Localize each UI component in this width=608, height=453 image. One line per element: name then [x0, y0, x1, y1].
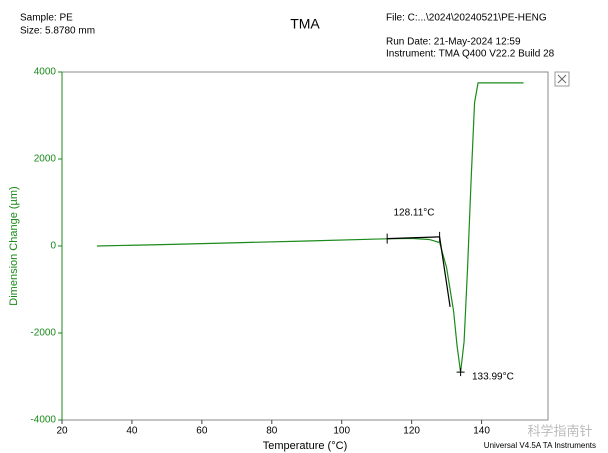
x-tick-label: 20 — [56, 426, 68, 437]
x-tick-label: 120 — [403, 426, 420, 437]
y-tick-label: 2000 — [34, 154, 57, 165]
y-axis-label: Dimension Change (µm) — [8, 186, 20, 305]
zoom-icon-glyph — [557, 74, 567, 84]
software: Universal V4.5A TA Instruments — [484, 441, 596, 450]
x-tick-label: 40 — [126, 426, 138, 437]
y-tick-label: 4000 — [34, 67, 57, 78]
instrument: Instrument: TMA Q400 V22.2 Build 28 — [386, 49, 555, 60]
x-tick-label: 80 — [266, 426, 278, 437]
plot-frame — [61, 71, 549, 421]
size: Size: 5.8780 mm — [20, 26, 95, 37]
tangent-line — [439, 236, 451, 307]
watermark: 科学指南针 — [527, 423, 592, 438]
x-tick-label: 60 — [196, 426, 208, 437]
file: File: C:...\2024\20240521\PE-HENG — [386, 13, 547, 24]
chart-title: TMA — [290, 16, 320, 32]
y-tick-label: -4000 — [30, 415, 56, 426]
x-axis-label: Temperature (°C) — [263, 440, 347, 452]
data-line — [96, 82, 524, 373]
x-tick-label: 100 — [333, 426, 350, 437]
tangent-line — [387, 236, 440, 240]
annotation: 128.11°C — [393, 208, 434, 219]
x-tick-label: 140 — [473, 426, 490, 437]
cross-marker — [456, 368, 465, 377]
sample: Sample: PE — [20, 13, 73, 24]
y-tick-label: 0 — [50, 241, 56, 252]
annotation: 133.99°C — [472, 372, 514, 383]
run-date: Run Date: 21-May-2024 12:59 — [386, 37, 521, 48]
y-tick-label: -2000 — [30, 328, 56, 339]
